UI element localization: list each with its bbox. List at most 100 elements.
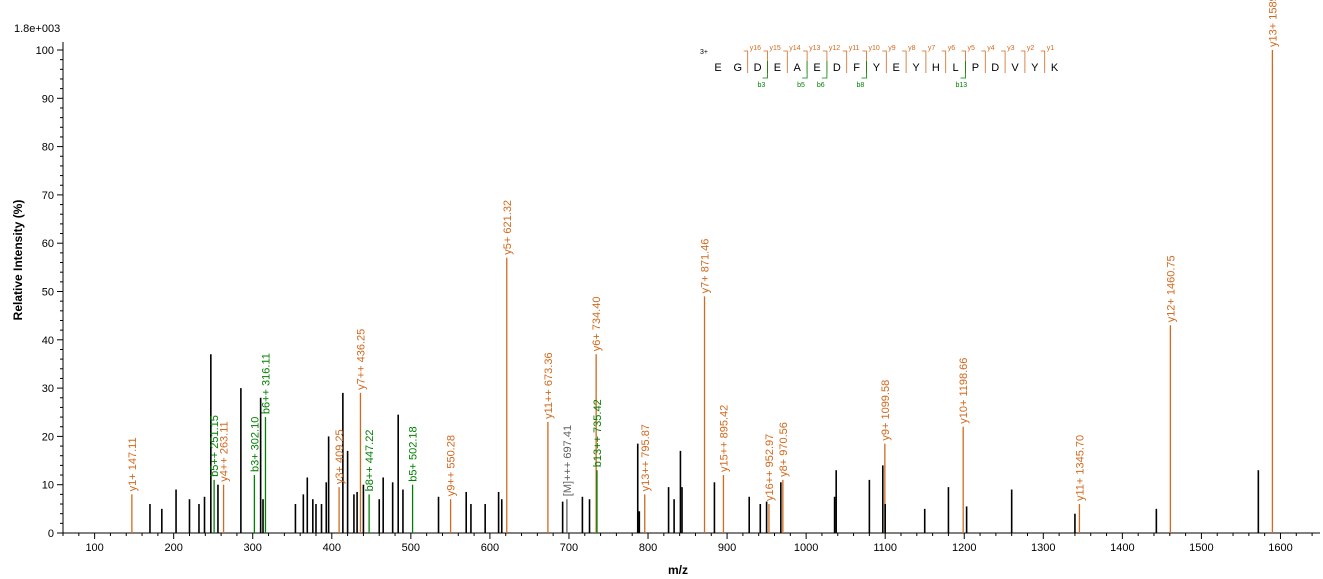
y-ion-bracket [1001, 50, 1006, 73]
x-tick-label: 1000 [794, 542, 818, 554]
b-ion-bracket [960, 61, 966, 79]
x-tick-label: 500 [402, 542, 420, 554]
y-ion-label: y3 [1007, 45, 1015, 52]
y-ion-bracket [961, 50, 966, 73]
y-ion-label: y15 [770, 45, 781, 52]
sequence-residue: H [932, 62, 940, 74]
x-tick-label: 200 [164, 542, 182, 554]
y-ion-label: y4 [987, 45, 995, 52]
peak-label: [M]+++ 697.41 [562, 425, 574, 496]
peak-label: y13+ 1589.79 [1267, 0, 1279, 47]
y-ion-label: y1 [1047, 45, 1055, 52]
sequence-residue: Y [873, 62, 881, 74]
sequence-residue: D [833, 62, 841, 74]
y-ion-label: y2 [1027, 45, 1035, 52]
charge-state: 3+ [700, 49, 708, 56]
x-tick-label: 900 [718, 542, 736, 554]
sequence-residue: P [972, 62, 979, 74]
x-tick-label: 1200 [952, 542, 976, 554]
peak-label: y16++ 952.97 [764, 434, 776, 501]
axes: 0 10 20 30 40 50 60 70 80 90 100 100 200 300 400 500 600… [36, 42, 1320, 554]
b-ion-label: b5 [797, 82, 805, 89]
sequence-residue: F [853, 62, 860, 74]
peak-label: b13++ 735.42 [592, 399, 604, 467]
peak-label: y1+ 147.11 [127, 437, 139, 491]
b-ion-label: b3 [758, 82, 766, 89]
peak-label: y9++ 550.28 [446, 435, 458, 496]
peak-label: y5+ 621.32 [502, 200, 514, 255]
intensity-scale-label: 1.8e+003 [14, 23, 60, 35]
y-ion-label: y11 [849, 45, 860, 52]
x-tick-label: 400 [323, 542, 341, 554]
y-ion-bracket [842, 50, 848, 73]
x-tick-label: 700 [560, 542, 578, 554]
peak-label: b6++ 316.11 [260, 353, 272, 414]
y-tick-label: 70 [42, 190, 54, 202]
x-tick-label: 600 [481, 542, 499, 554]
y-ion-label: y7 [928, 45, 936, 52]
peaks [131, 50, 1274, 533]
peak-label: y11+ 1345.70 [1074, 435, 1086, 501]
peak-label: y10+ 1198.66 [958, 358, 970, 424]
y-tick-label: 30 [42, 383, 54, 395]
y-ion-label: y13 [809, 45, 820, 52]
y-tick-label: 100 [36, 45, 54, 57]
y-ion-bracket [803, 50, 808, 73]
y-ion-bracket [902, 50, 907, 73]
peak-label: b3+ 302.10 [249, 417, 261, 472]
y-tick-label: 50 [42, 287, 54, 299]
b-ion-label: b8 [857, 82, 865, 89]
sequence-residue: Y [1031, 62, 1039, 74]
b-ion-bracket [802, 61, 808, 79]
y-ion-label: y14 [789, 45, 800, 52]
x-tick-label: 1400 [1110, 542, 1134, 554]
peak-label: y4++ 263.11 [219, 421, 231, 481]
y-ion-bracket [941, 50, 947, 73]
y-tick-label: 40 [42, 335, 54, 347]
y-ion-bracket [822, 50, 828, 73]
sequence-residue: K [1051, 62, 1059, 74]
peak-label: y11++ 673.36 [543, 352, 555, 418]
x-tick-label: 1100 [873, 542, 897, 554]
peak-label: b8++ 447.22 [364, 430, 376, 492]
y-ion-bracket [783, 50, 788, 73]
sequence-residue: L [953, 62, 959, 74]
peak-label: y7++ 436.25 [355, 329, 367, 390]
sequence-residue: D [991, 62, 999, 74]
sequence-residue: Y [912, 62, 920, 74]
y-tick-label: 0 [48, 528, 54, 540]
peak-label: y8+ 970.56 [778, 422, 790, 477]
y-ion-label: y12 [829, 45, 840, 52]
peak-label: y6+ 734.40 [591, 297, 603, 352]
x-tick-label: 1300 [1031, 542, 1055, 554]
peak-label: y12+ 1460.75 [1165, 255, 1177, 322]
sequence-residue: E [774, 62, 781, 74]
b-ion-bracket [861, 61, 867, 79]
y-ion-label: y6 [948, 45, 956, 52]
x-tick-label: 1500 [1189, 542, 1213, 554]
peak-label: y15++ 895.42 [718, 405, 730, 472]
y-tick-label: 10 [42, 480, 54, 492]
peak-label: y13++ 795.87 [640, 424, 652, 491]
y-tick-label: 80 [42, 142, 54, 154]
y-ion-label: y5 [968, 45, 976, 52]
y-ion-bracket [1040, 50, 1046, 73]
x-tick-label: 300 [244, 542, 262, 554]
peak-label: b5+ 502.18 [408, 426, 420, 481]
sequence-residue: E [813, 62, 820, 74]
peak-label: y3+ 409.25 [334, 429, 346, 484]
b-ion-label: b6 [817, 82, 825, 89]
y-axis-title: Relative Intensity (%) [11, 200, 25, 321]
b-ion-label: b13 [956, 82, 968, 89]
peak-label: y9+ 1099.58 [880, 380, 892, 441]
y-ion-bracket [743, 50, 749, 73]
y-ion-bracket [981, 50, 986, 73]
sequence-residue: E [714, 62, 721, 74]
y-tick-label: 90 [42, 93, 54, 105]
x-tick-label: 800 [639, 542, 657, 554]
sequence-residue: G [734, 62, 743, 74]
y-ion-bracket [1020, 50, 1026, 73]
